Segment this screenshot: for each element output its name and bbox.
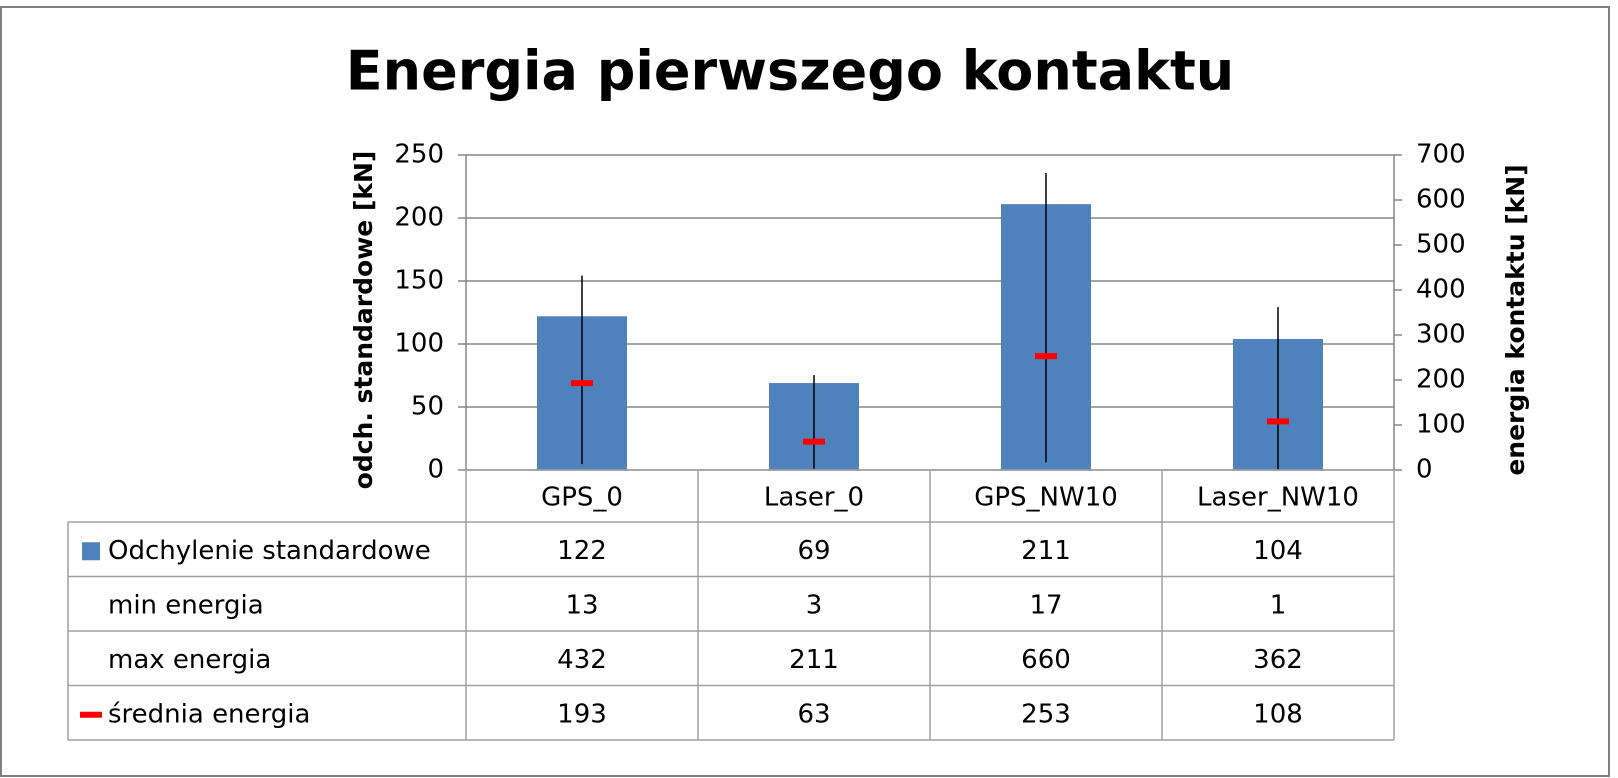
table-value: 193 (557, 699, 607, 729)
y2-tick-label: 700 (1416, 140, 1466, 170)
y2-tick-label: 0 (1416, 455, 1433, 485)
y-tick-label: 150 (394, 266, 444, 296)
legend-label: max energia (108, 645, 271, 675)
y-tick-label: 250 (394, 140, 444, 170)
table-value: 362 (1253, 645, 1303, 675)
y2-axis-title: energia kontaktu [kN] (1501, 164, 1530, 475)
table-value: 69 (797, 536, 830, 566)
legend-swatch (80, 711, 102, 718)
table-value: 3 (806, 590, 823, 620)
y-tick-label: 100 (394, 329, 444, 359)
y-tick-label: 0 (427, 455, 444, 485)
table-value: 660 (1021, 645, 1071, 675)
table-value: 17 (1029, 590, 1062, 620)
y2-tick-label: 300 (1416, 320, 1466, 350)
y2-tick-label: 100 (1416, 410, 1466, 440)
table-value: 13 (565, 590, 598, 620)
mean-marker (1267, 418, 1289, 425)
mean-marker (1035, 353, 1057, 360)
y2-tick-label: 500 (1416, 230, 1466, 260)
chart-title: Energia pierwszego kontaktu (346, 40, 1234, 103)
x-tick-label: GPS_0 (541, 483, 623, 513)
table-value: 253 (1021, 699, 1071, 729)
table-value: 432 (557, 645, 607, 675)
table-value: 108 (1253, 699, 1303, 729)
x-tick-label: GPS_NW10 (974, 483, 1118, 513)
legend-label: Odchylenie standardowe (108, 536, 431, 566)
table-value: 211 (1021, 536, 1071, 566)
legend-label: średnia energia (108, 699, 310, 729)
mean-marker (803, 438, 825, 445)
y-axis-title: odch. standardowe [kN] (349, 151, 378, 490)
y2-tick-label: 600 (1416, 185, 1466, 215)
table-value: 1 (1270, 590, 1287, 620)
y2-tick-label: 200 (1416, 365, 1466, 395)
x-tick-label: Laser_0 (764, 483, 864, 513)
table-value: 104 (1253, 536, 1303, 566)
legend-label: min energia (108, 590, 264, 620)
y2-tick-label: 400 (1416, 275, 1466, 305)
table-value: 211 (789, 645, 839, 675)
table-value: 63 (797, 699, 830, 729)
y-tick-label: 200 (394, 203, 444, 233)
mean-marker (571, 380, 593, 387)
x-tick-label: Laser_NW10 (1197, 483, 1359, 513)
legend-swatch (82, 542, 100, 561)
table-value: 122 (557, 536, 607, 566)
y-tick-label: 50 (411, 392, 444, 422)
